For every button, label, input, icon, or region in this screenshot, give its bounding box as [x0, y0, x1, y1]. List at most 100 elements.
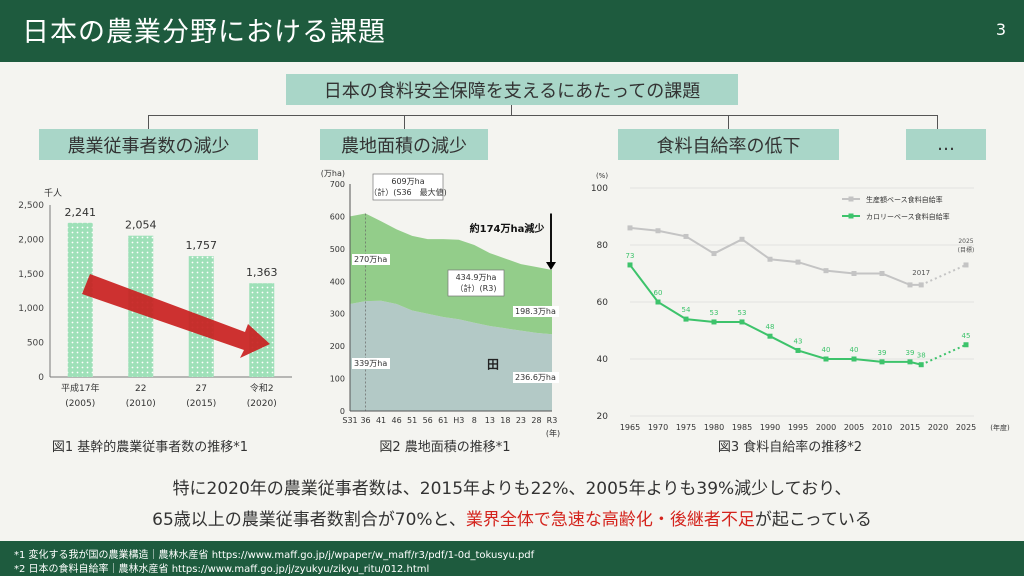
caption-fig1: 図1 基幹的農業従事者数の推移*1 [51, 440, 249, 455]
data-label: 73 [626, 252, 635, 260]
data-point [739, 319, 745, 325]
data-point [767, 256, 773, 262]
data-point [711, 251, 717, 257]
bar-value-label: 1,757 [186, 239, 218, 252]
y-unit-label: (%) [596, 172, 608, 180]
series-label-ta: 田 [487, 358, 499, 372]
slide-header: 日本の農業分野における課題 3 [0, 0, 1024, 62]
start-hatake-label: 270万ha [354, 255, 387, 264]
data-point [918, 362, 924, 368]
x-tick-label: 22 [135, 384, 146, 394]
data-label: 60 [654, 289, 663, 297]
x-tick-label: 1980 [704, 423, 724, 432]
data-point [655, 299, 661, 305]
data-point [851, 356, 857, 362]
data-label: 53 [710, 309, 719, 317]
y-tick-label: 0 [38, 373, 44, 383]
end-ta-label-bg [513, 372, 559, 383]
series-line [629, 264, 922, 366]
self-sufficiency-line-chart: 20 40 60 80 100 (%) 1965 1970 1975 1980 1985 1990 19… [591, 172, 1010, 432]
target-point [963, 262, 969, 268]
data-label: 53 [738, 309, 747, 317]
data-point [683, 316, 689, 322]
summary-text: が起こっている [754, 510, 872, 530]
issue-label: 食料自給率の低下 [656, 135, 801, 157]
summary-line-2: 65歳以上の農業従事者数割合が70%と、業界全体で急速な高齢化・後継者不足が起こ… [0, 505, 1024, 530]
x-tick-label: 1975 [676, 423, 696, 432]
y-unit-label: 千人 [44, 188, 62, 199]
x-tick-label: 2015 [900, 423, 920, 432]
tree-connector [937, 115, 938, 129]
data-point [767, 333, 773, 339]
x-tick-label: 平成17年 [61, 382, 99, 394]
data-point [823, 356, 829, 362]
caption-fig3: 図3 食料自給率の推移*2 [717, 440, 863, 455]
x-tick-label: 56 [423, 416, 433, 425]
legend-label: カロリーベース食料自給率 [866, 212, 950, 221]
y-tick-label: 100 [330, 375, 345, 384]
x-tick-label: 1995 [788, 423, 808, 432]
data-point [655, 228, 661, 234]
data-point [918, 282, 924, 288]
x-tick-year-label: (2005) [65, 399, 95, 409]
end-hatake-label: 198.3万ha [515, 307, 556, 316]
tree-connector [404, 115, 405, 129]
x-tick-label: 18 [500, 416, 510, 425]
x-tick-label: H3 [453, 416, 464, 425]
y-tick-label: 40 [597, 355, 609, 365]
x-tick-year-label: (2010) [126, 399, 156, 409]
x-tick-label: 61 [438, 416, 448, 425]
x-tick-label: 2010 [872, 423, 892, 432]
y-tick-label: 100 [591, 184, 608, 194]
tree-connector [728, 115, 729, 129]
bar [67, 222, 93, 377]
summary-highlight: 業界全体で急速な高齢化・後継者不足 [465, 510, 755, 530]
data-point [627, 262, 633, 268]
page-number: 3 [995, 20, 1006, 39]
y-tick-label: 300 [330, 310, 345, 319]
legend-label: 生産額ベース食料自給率 [866, 195, 943, 204]
x-tick-label: 2025 [956, 423, 976, 432]
y-tick-label: 1,000 [18, 304, 44, 314]
data-label: 40 [850, 346, 859, 354]
x-tick-label: 8 [472, 416, 477, 425]
decrease-arrow-head [546, 261, 556, 270]
peak-annotation: 609万ha （計）(S36 最大値) [369, 177, 447, 197]
trend-arrow [82, 274, 270, 358]
area-ta [350, 300, 552, 411]
end-hatake-label-bg [513, 306, 559, 317]
data-label: 39 [878, 349, 887, 357]
x-tick-label: 46 [392, 416, 402, 425]
x-tick-label: 13 [485, 416, 495, 425]
x-tick-label: 1990 [760, 423, 780, 432]
x-tick-label: 令和2 [250, 382, 274, 394]
data-point [711, 319, 717, 325]
annotation-2017: 2017 [912, 269, 930, 277]
issue-box-self-sufficiency: 食料自給率の低下 [618, 129, 839, 160]
summary-line-1: 特に2020年の農業従事者数は、2015年よりも22%、2005年よりも39%減… [172, 479, 852, 499]
y-tick-label: 500 [27, 339, 44, 349]
y-tick-label: 400 [330, 277, 345, 286]
x-tick-label: 27 [196, 384, 207, 394]
issue-label: 農地面積の減少 [341, 135, 467, 157]
issue-box-farmers: 農業従事者数の減少 [39, 129, 258, 160]
footnote-1: *1 変化する我が国の農業構造｜農林水産省 https://www.maff.g… [14, 550, 535, 561]
footnote-2: *2 日本の食料自給率｜農林水産省 https://www.maff.go.jp… [14, 564, 430, 575]
x-tick-label: 28 [531, 416, 541, 425]
legend-marker [848, 213, 854, 219]
x-tick-label: 41 [376, 416, 386, 425]
slide-title: 日本の農業分野における課題 [22, 17, 386, 48]
data-label: 43 [794, 337, 803, 345]
y-tick-label: 20 [597, 412, 609, 422]
data-label: 40 [822, 346, 831, 354]
data-point [683, 233, 689, 239]
x-tick-label: 2000 [816, 423, 836, 432]
bar-value-label: 1,363 [246, 266, 278, 279]
end-ta-label: 236.6万ha [515, 373, 556, 382]
data-label: 54 [682, 306, 691, 314]
data-point [823, 268, 829, 274]
data-point [627, 225, 633, 231]
target-label: 45 [962, 332, 971, 340]
x-tick-year-label: (2020) [247, 399, 277, 409]
